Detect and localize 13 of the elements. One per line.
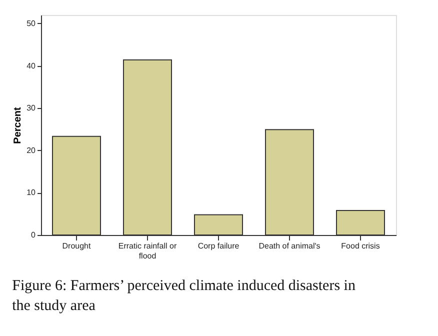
x-tick-label: Drought xyxy=(62,242,92,250)
y-tick-label: 30 xyxy=(26,104,36,113)
x-tick-label: Food crisis xyxy=(341,242,380,250)
caption: Figure 6: Farmers’ perceived climate induced disasters in the study area xyxy=(12,278,356,314)
y-tick-label: 0 xyxy=(31,230,36,240)
x-tick-label: Erratic rainfall or flood xyxy=(118,242,177,260)
x-tick-label: Death of animal's xyxy=(258,242,320,250)
y-axis-title: Percent xyxy=(12,106,24,144)
y-tick-label: 40 xyxy=(26,61,36,70)
y-tick-label: 10 xyxy=(26,188,36,198)
x-tick-label: Corp failure xyxy=(198,242,240,250)
y-tick-label: 50 xyxy=(26,18,36,28)
y-tick-label: 20 xyxy=(26,146,36,155)
